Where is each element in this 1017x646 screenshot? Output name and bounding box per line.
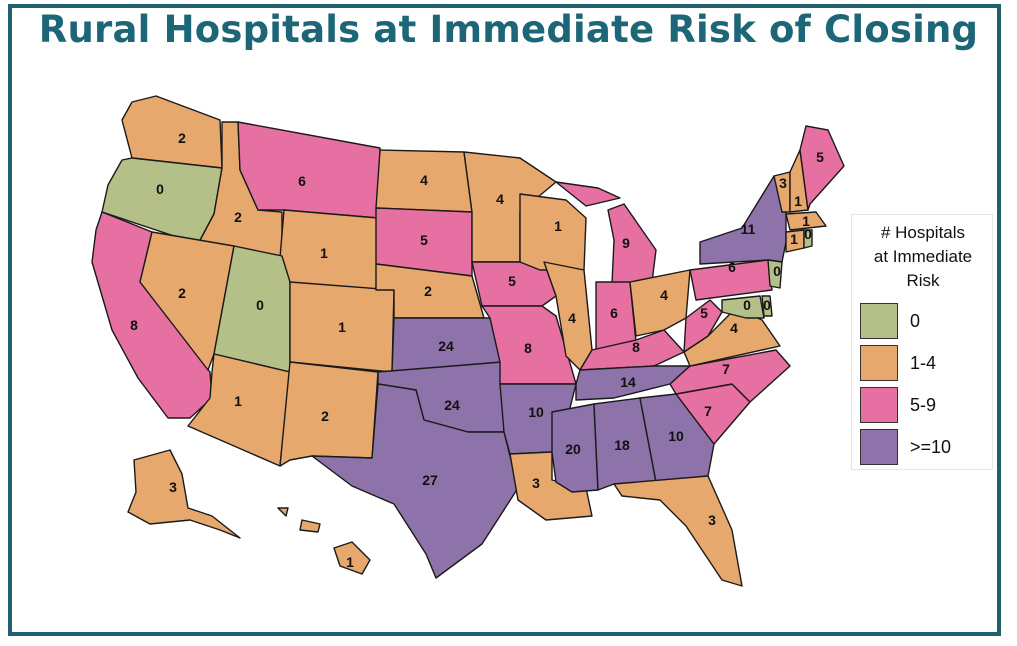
state-value-missouri: 8 bbox=[524, 340, 532, 356]
state-value-oregon: 0 bbox=[156, 181, 164, 197]
state-value-louisiana: 3 bbox=[532, 475, 540, 491]
state-value-hawaii: 1 bbox=[346, 554, 354, 570]
state-value-new-york: 11 bbox=[741, 221, 756, 237]
state-value-vermont: 3 bbox=[779, 175, 787, 191]
state-delaware bbox=[761, 295, 773, 317]
state-texas bbox=[311, 383, 519, 579]
state-value-alabama: 18 bbox=[614, 437, 630, 453]
state-value-indiana: 6 bbox=[610, 305, 618, 321]
state-wyoming bbox=[277, 209, 379, 291]
state-value-virginia: 4 bbox=[730, 320, 738, 336]
state-hawaii bbox=[277, 507, 371, 575]
state-value-north-dakota: 4 bbox=[420, 172, 428, 188]
legend: # Hospitals at Immediate Risk 0 1-4 5-9 … bbox=[851, 214, 993, 470]
legend-label: >=10 bbox=[910, 437, 952, 457]
state-value-alaska: 3 bbox=[169, 479, 177, 495]
state-value-maine: 5 bbox=[816, 149, 824, 165]
state-value-georgia: 10 bbox=[668, 428, 684, 444]
state-value-maryland: 0 bbox=[743, 297, 751, 313]
legend-item-0: 0 bbox=[860, 303, 990, 341]
state-new-mexico bbox=[279, 361, 379, 467]
state-value-pennsylvania: 6 bbox=[728, 259, 736, 275]
legend-label: 5-9 bbox=[910, 395, 937, 415]
state-value-oklahoma: 24 bbox=[444, 397, 460, 413]
state-value-south-carolina: 7 bbox=[704, 403, 712, 419]
state-washington bbox=[121, 95, 223, 169]
state-value-nevada: 2 bbox=[178, 285, 186, 301]
state-value-wisconsin: 1 bbox=[554, 218, 562, 234]
state-value-washington: 2 bbox=[178, 130, 186, 146]
state-value-connecticut: 1 bbox=[790, 231, 798, 247]
state-florida bbox=[613, 475, 743, 587]
state-value-delaware: 0 bbox=[763, 297, 771, 313]
legend-item-2: 5-9 bbox=[860, 387, 990, 425]
legend-title-line: Risk bbox=[906, 271, 940, 290]
state-value-tennessee: 14 bbox=[620, 374, 636, 390]
state-ohio bbox=[629, 269, 691, 337]
state-value-montana: 6 bbox=[298, 173, 306, 189]
state-rhode-island bbox=[803, 229, 813, 249]
legend-label: 1-4 bbox=[910, 353, 937, 373]
state-value-kansas: 24 bbox=[438, 338, 454, 354]
state-value-mississippi: 20 bbox=[565, 441, 581, 457]
map-title: Rural Hospitals at Immediate Risk of Clo… bbox=[38, 8, 979, 51]
state-value-wyoming: 1 bbox=[320, 245, 328, 261]
state-value-texas: 27 bbox=[422, 472, 438, 488]
legend-swatch bbox=[860, 303, 898, 339]
state-value-california: 8 bbox=[130, 317, 138, 333]
state-new-york bbox=[699, 175, 787, 265]
state-pennsylvania bbox=[689, 259, 773, 301]
state-value-kentucky: 8 bbox=[632, 339, 640, 355]
state-value-new-hampshire: 1 bbox=[794, 193, 802, 209]
legend-title: # Hospitals at Immediate Risk bbox=[852, 221, 994, 293]
state-value-arizona: 1 bbox=[234, 393, 242, 409]
state-value-iowa: 5 bbox=[508, 273, 516, 289]
legend-swatch bbox=[860, 429, 898, 465]
state-value-illinois: 4 bbox=[568, 310, 576, 326]
state-georgia bbox=[639, 393, 715, 483]
state-value-west-virginia: 5 bbox=[700, 305, 708, 321]
state-value-minnesota: 4 bbox=[496, 191, 504, 207]
state-value-idaho: 2 bbox=[234, 209, 242, 225]
state-value-ohio: 4 bbox=[660, 287, 668, 303]
state-maine bbox=[799, 125, 845, 211]
state-value-michigan: 9 bbox=[622, 235, 630, 251]
state-value-north-carolina: 7 bbox=[722, 361, 730, 377]
state-value-arkansas: 10 bbox=[528, 404, 544, 420]
state-alaska bbox=[127, 449, 241, 539]
state-value-south-dakota: 5 bbox=[420, 232, 428, 248]
state-value-rhode-island: 0 bbox=[804, 226, 812, 242]
legend-title-line: # Hospitals bbox=[880, 223, 966, 242]
legend-item-3: >=10 bbox=[860, 429, 990, 467]
state-maryland bbox=[721, 295, 765, 319]
state-wisconsin bbox=[519, 193, 587, 271]
legend-swatch bbox=[860, 387, 898, 423]
state-value-nebraska: 2 bbox=[424, 283, 432, 299]
state-massachusetts bbox=[785, 211, 827, 231]
state-value-massachusetts: 1 bbox=[802, 213, 810, 229]
state-value-new-jersey: 0 bbox=[773, 263, 781, 279]
state-montana bbox=[237, 121, 381, 219]
legend-swatch bbox=[860, 345, 898, 381]
state-new-jersey bbox=[767, 259, 783, 289]
state-nevada bbox=[139, 231, 235, 371]
state-west-virginia bbox=[683, 299, 723, 353]
state-value-colorado: 1 bbox=[338, 319, 346, 335]
legend-label: 0 bbox=[910, 311, 921, 331]
legend-item-1: 1-4 bbox=[860, 345, 990, 383]
state-value-florida: 3 bbox=[708, 512, 716, 528]
state-value-utah: 0 bbox=[256, 297, 264, 313]
legend-title-line: at Immediate bbox=[873, 247, 973, 266]
state-value-new-mexico: 2 bbox=[321, 408, 329, 424]
